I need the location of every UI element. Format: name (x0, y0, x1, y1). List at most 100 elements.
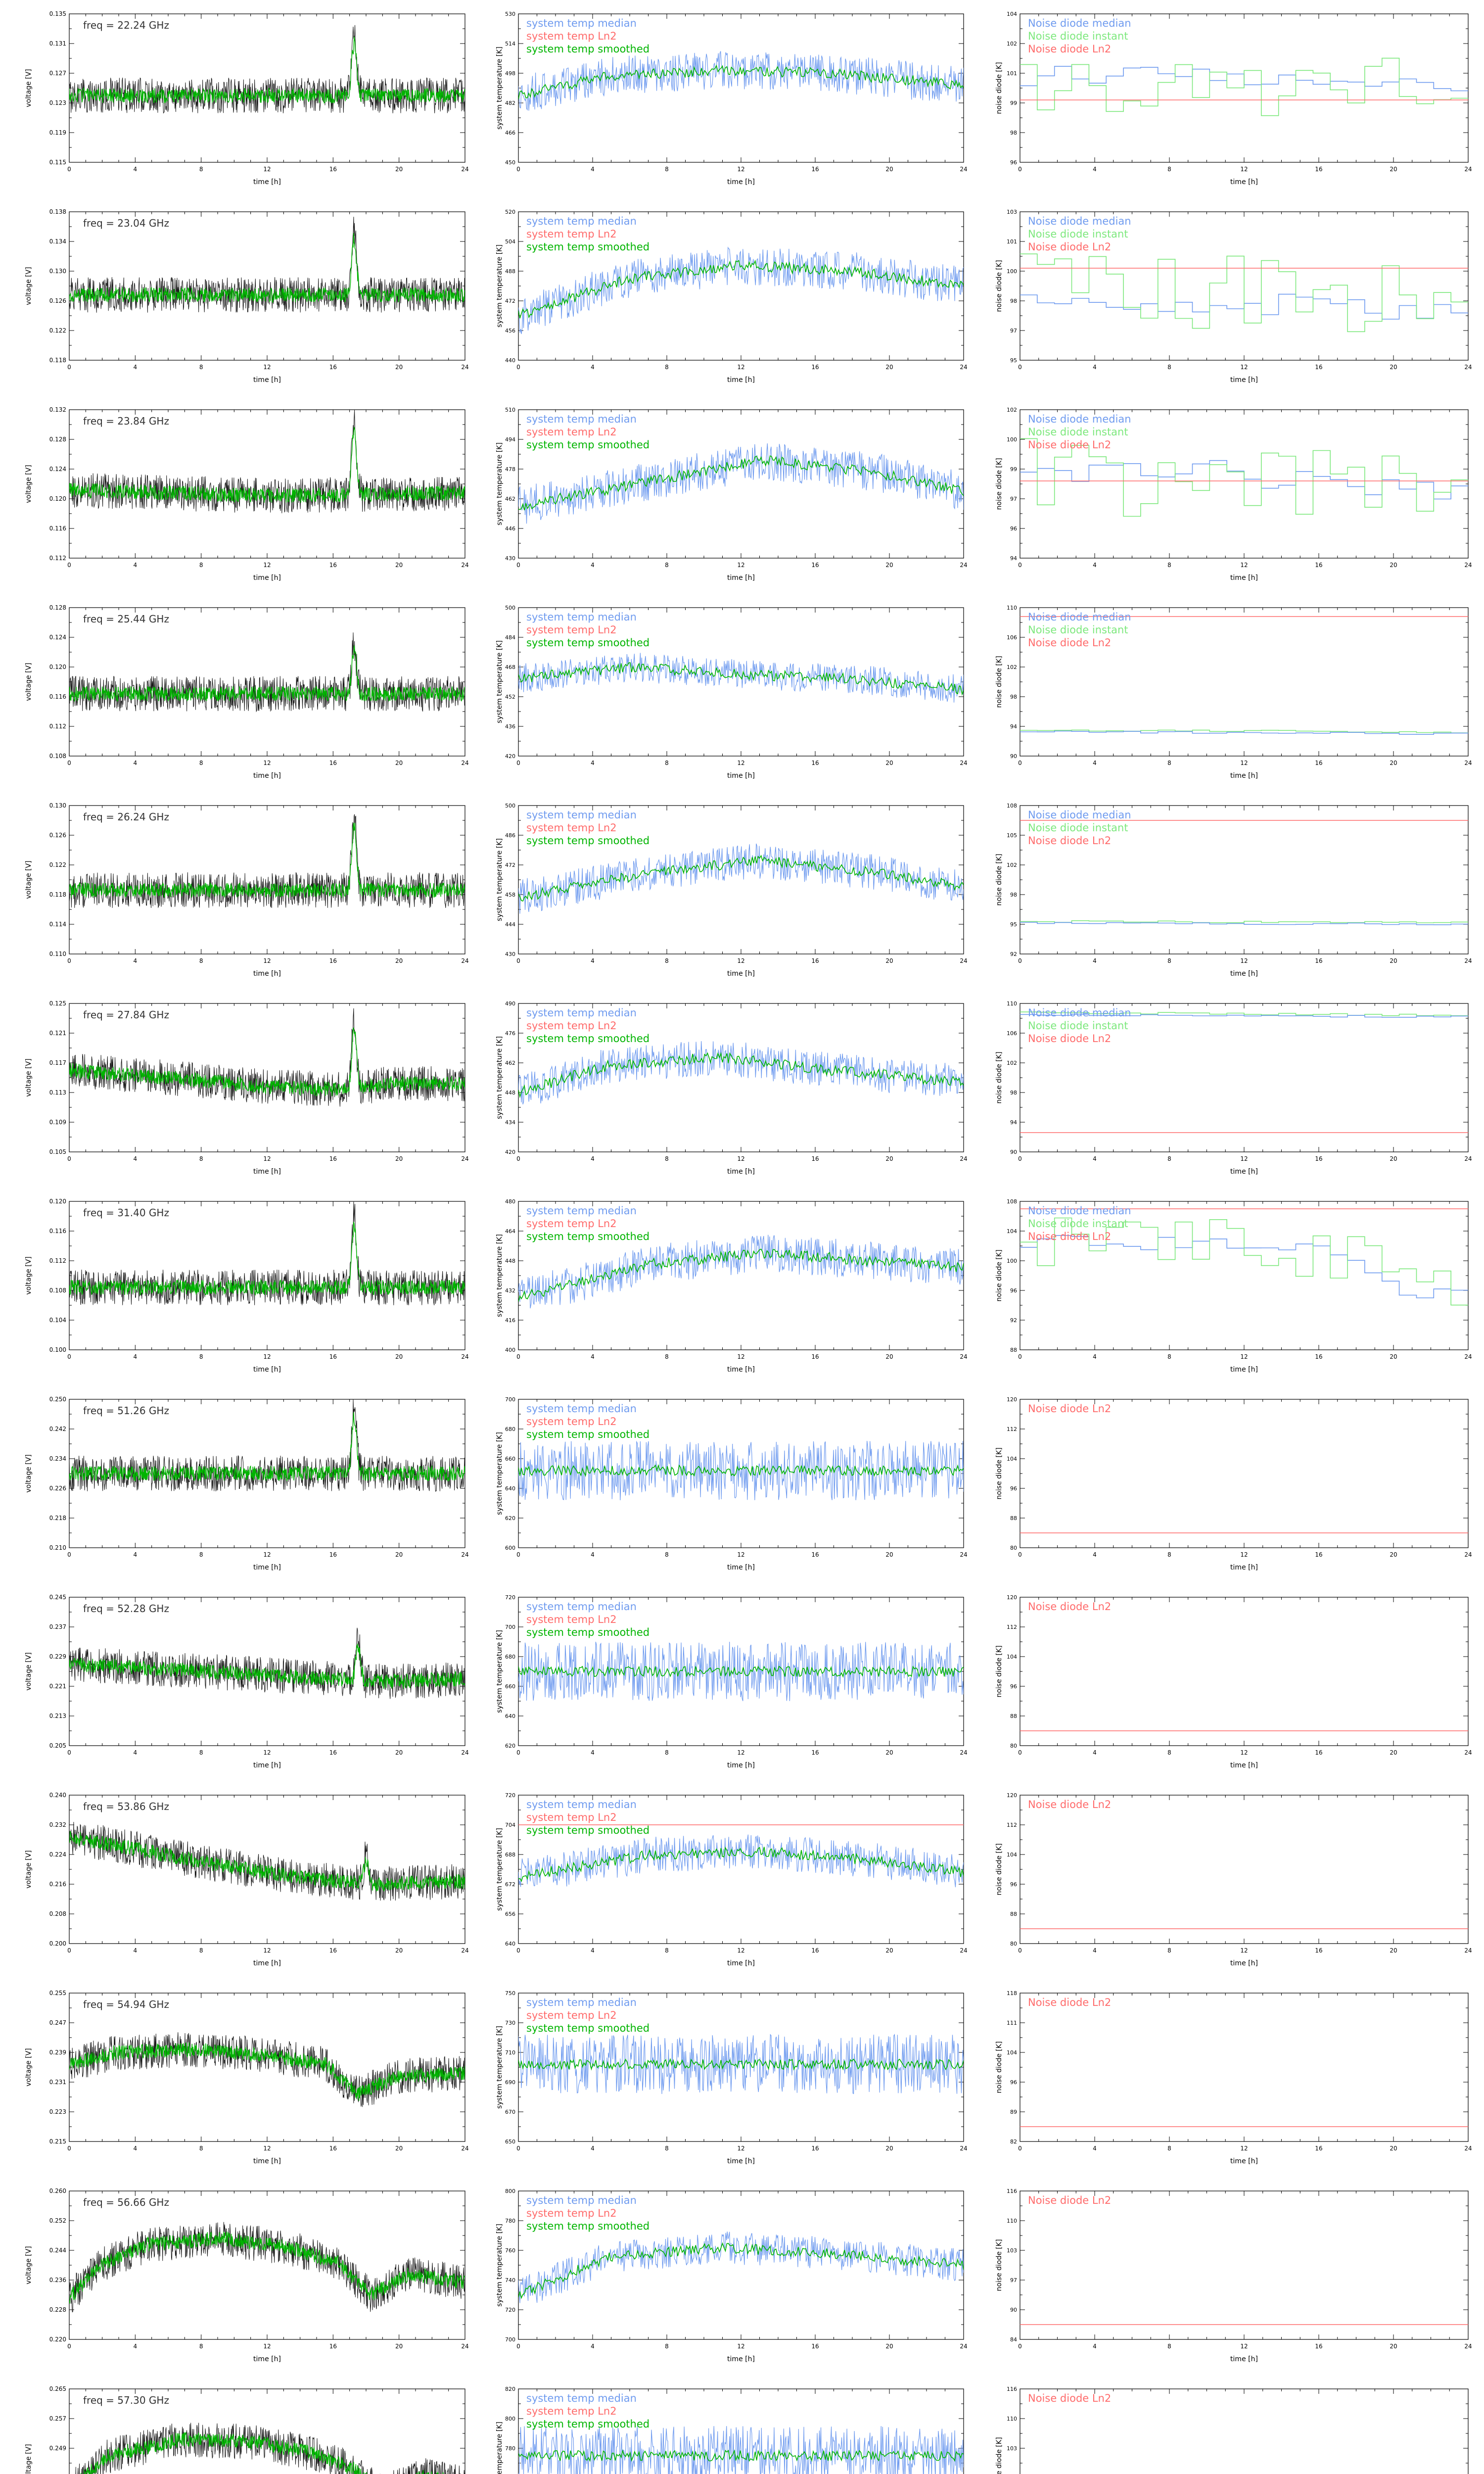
y-tick-label: 104 (1007, 1654, 1017, 1660)
axis-ticks (1020, 1597, 1469, 1746)
x-tick-label: 20 (1390, 1551, 1397, 1558)
x-tick-label: 4 (134, 1353, 138, 1360)
voltage-raw-trace (69, 1201, 465, 1305)
noise-diode-plot-row-3: 0 4 8 12 16 20 24 94 96 97 99 100 102 time [h] noise d… (995, 407, 1472, 582)
x-axis-label: time [h] (727, 772, 755, 780)
x-tick-label: 8 (665, 2343, 669, 2350)
x-tick-label: 24 (960, 957, 967, 964)
y-axis-label: system temperature [K] (496, 47, 504, 130)
x-tick-label: 24 (960, 2343, 967, 2350)
x-tick-label: 4 (591, 166, 595, 173)
x-tick-label: 16 (1315, 760, 1322, 766)
voltage-raw-trace (69, 2032, 465, 2107)
axis-ticks (69, 2190, 465, 2340)
series-group (518, 653, 964, 703)
x-tick-label: 16 (1315, 1947, 1322, 1954)
x-tick-label: 24 (461, 364, 468, 371)
noise-diode-plot-row-11: 0 4 8 12 16 20 24 82 89 96 104 111 118 time [h] noise … (995, 1990, 1472, 2165)
x-tick-label: 0 (1018, 166, 1022, 173)
series-group (69, 2222, 465, 2313)
axis-ticks (69, 607, 465, 757)
x-tick-label: 20 (395, 364, 403, 371)
noise-diode-legend-item: Noise diode instant (1028, 30, 1128, 42)
x-tick-label: 0 (516, 166, 520, 173)
x-tick-label: 20 (395, 2145, 403, 2152)
x-tick-label: 0 (1018, 760, 1022, 766)
freq-label: freq = 23.04 GHz (83, 217, 169, 229)
x-tick-label: 24 (1464, 1155, 1472, 1162)
x-tick-label: 16 (329, 1353, 337, 1360)
y-tick-label: 96 (1010, 1287, 1017, 1294)
y-axis-label: voltage [V] (25, 465, 33, 503)
y-tick-label: 0.128 (49, 436, 66, 443)
y-axis-label: voltage [V] (25, 1652, 33, 1690)
y-tick-label: 95 (1010, 921, 1017, 928)
y-tick-label: 0.237 (49, 1623, 66, 1630)
y-tick-label: 118 (1007, 1990, 1017, 1997)
plot-row-9: 0 4 8 12 16 20 24 0.205 0.213 0.221 0.229 0.237 0.24… (0, 1583, 1484, 1781)
y-axis-label: system temperature [K] (496, 1036, 504, 1119)
x-tick-label: 12 (737, 562, 744, 569)
x-tick-label: 24 (1464, 2145, 1472, 2152)
x-tick-label: 0 (1018, 1353, 1022, 1360)
x-tick-label: 8 (1167, 1155, 1171, 1162)
system-temp-legend-item: system temp Ln2 (526, 228, 617, 240)
x-tick-label: 12 (1240, 760, 1248, 766)
y-tick-label: 0.122 (49, 327, 66, 334)
noise-diode-median-trace (1020, 922, 1468, 925)
series-group (1020, 438, 1468, 517)
system-temp-legend-item: system temp smoothed (526, 1824, 649, 1836)
voltage-smoothed-trace (80, 2432, 448, 2474)
y-tick-label: 0.250 (49, 1396, 66, 1403)
x-tick-label: 12 (263, 166, 271, 173)
x-axis-label: time [h] (727, 970, 755, 978)
x-tick-label: 16 (811, 1353, 819, 1360)
series-group (69, 632, 465, 713)
x-tick-label: 16 (811, 957, 819, 964)
y-tick-label: 420 (505, 753, 515, 760)
x-tick-label: 24 (461, 1353, 468, 1360)
system-temp-legend-item: system temp smoothed (526, 2418, 649, 2430)
noise-diode-legend-item: Noise diode Ln2 (1028, 43, 1111, 55)
y-axis-label: noise diode [K] (995, 260, 1003, 312)
y-tick-label: 0.120 (49, 1198, 66, 1205)
x-axis-label: time [h] (1230, 970, 1258, 978)
x-tick-label: 20 (885, 760, 893, 766)
y-tick-label: 530 (505, 11, 515, 17)
y-tick-label: 704 (505, 1822, 515, 1828)
y-tick-label: 482 (505, 100, 515, 106)
noise-diode-plot-row-6: 0 4 8 12 16 20 24 90 94 98 102 106 110 time [h] noise … (995, 1000, 1472, 1176)
noise-diode-legend-item: Noise diode median (1028, 215, 1131, 227)
system-temp-legend-item: system temp median (526, 2392, 637, 2404)
x-tick-label: 4 (134, 166, 138, 173)
x-tick-label: 0 (1018, 957, 1022, 964)
y-tick-label: 0.115 (49, 159, 66, 166)
y-tick-label: 94 (1010, 723, 1017, 730)
freq-label: freq = 27.84 GHz (83, 1009, 169, 1021)
y-tick-label: 0.116 (49, 1228, 66, 1235)
y-tick-label: 456 (505, 328, 515, 334)
x-tick-label: 12 (1240, 166, 1248, 173)
x-tick-label: 8 (199, 1551, 203, 1558)
x-tick-label: 4 (591, 1551, 595, 1558)
y-tick-label: 400 (505, 1347, 515, 1353)
x-tick-label: 12 (1240, 957, 1248, 964)
y-axis-label: noise diode [K] (995, 2041, 1003, 2093)
x-tick-label: 0 (516, 1551, 520, 1558)
system-temp-plot-row-4: 0 4 8 12 16 20 24 420 436 452 468 484 500 time [h] sys… (496, 605, 968, 780)
y-tick-label: 436 (505, 723, 515, 730)
x-tick-label: 20 (395, 1551, 403, 1558)
series-group (1020, 1011, 1468, 1133)
x-axis-label: time [h] (1230, 376, 1258, 384)
plot-row-4: 0 4 8 12 16 20 24 0.108 0.112 0.116 0.120 0.124 0.12… (0, 594, 1484, 792)
x-axis-label: time [h] (253, 376, 281, 384)
noise-diode-legend-item: Noise diode Ln2 (1028, 2392, 1111, 2404)
y-tick-label: 0.234 (49, 1455, 66, 1462)
y-axis-label: noise diode [K] (995, 458, 1003, 510)
axis-ticks (69, 409, 465, 559)
series-group (518, 1824, 964, 1888)
y-tick-label: 108 (1007, 803, 1017, 809)
system-temp-plot-row-2: 0 4 8 12 16 20 24 440 456 472 488 504 520 time [h] sys… (496, 209, 968, 384)
y-tick-label: 0.265 (49, 2385, 66, 2392)
x-tick-label: 16 (329, 957, 337, 964)
